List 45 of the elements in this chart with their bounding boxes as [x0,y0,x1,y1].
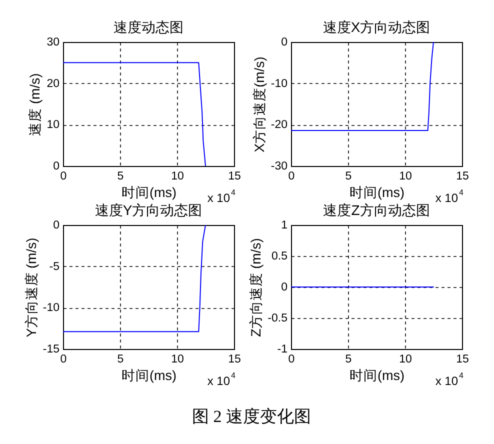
line-series [63,225,206,332]
y-tick-label: 20 [46,78,60,90]
x-tick-label: 15 [456,354,469,366]
y-tick-label: -1 [277,344,288,356]
y-axis-title: Z方向速度 (m/s) [248,238,264,337]
x-tick-label: 15 [456,170,469,182]
x-tick-label: 5 [345,170,352,182]
x-tick-label: 15 [228,354,241,366]
chart-title: 速度Y方向动态图 [94,202,202,218]
x-tick-label: 10 [399,170,412,182]
line-series [291,42,434,131]
y-tick-label: -20 [270,119,288,132]
caption: 图 2 速度变化图 [192,407,311,427]
y-tick-label: -15 [42,344,60,356]
x-tick-label: 10 [399,354,412,366]
y-axis-title: Y方向速度 (m/s) [24,238,39,338]
chart-title: 速度Z方向动态图 [323,202,430,218]
y-axis-title: X方向速度(m/s) [252,56,267,152]
x-axis-title: 时间(ms) [122,368,176,383]
y-tick-label: 0.5 [272,250,288,262]
y-tick-label: -5 [49,260,60,273]
y-tick-label: 0 [281,36,288,48]
y-tick-label: 10 [46,119,60,132]
x-tick-label: 15 [228,170,241,182]
x-tick-label: 10 [171,170,184,182]
chart-title: 速度动态图 [114,19,184,35]
x-axis-title: 时间(ms) [122,185,176,200]
y-tick-label: -0.5 [268,312,288,324]
x-tick-label: 5 [117,354,124,366]
x-tick-label: 10 [171,354,184,366]
y-tick-label: 0 [53,220,60,232]
line-series [63,62,206,166]
y-tick-label: 0 [281,282,288,294]
y-tick-label: 0 [53,160,60,172]
x-tick-label: 5 [345,354,352,366]
x-axis-title: 时间(ms) [350,185,404,200]
x-axis-title: 时间(ms) [350,368,404,383]
y-tick-label: 30 [46,36,60,48]
chart-title: 速度X方向动态图 [322,19,430,35]
y-tick-label: -10 [42,302,60,314]
y-axis-title: 速度 (m/s) [28,73,43,136]
x-tick-label: 5 [117,170,124,182]
y-tick-label: -10 [270,78,288,90]
y-tick-label: 1 [281,220,288,232]
y-tick-label: -30 [270,160,288,172]
